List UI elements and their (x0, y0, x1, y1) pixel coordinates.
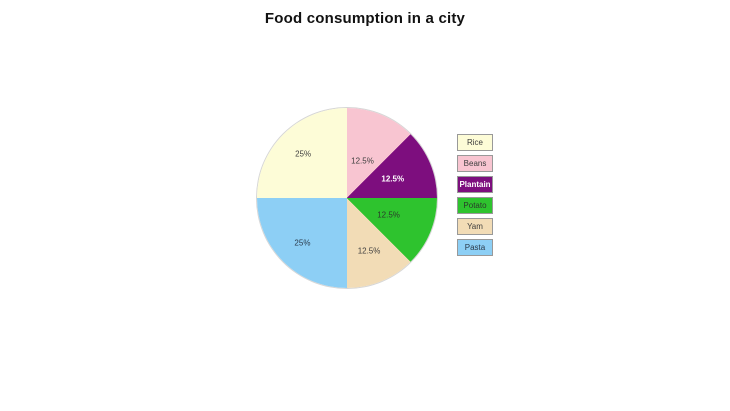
slice-label-plantain: 12.5% (381, 174, 405, 184)
legend-item-beans: Beans (457, 155, 493, 172)
legend-item-yam: Yam (457, 218, 493, 235)
legend-item-potato: Potato (457, 197, 493, 214)
slice-label-rice: 25% (295, 149, 312, 159)
slice-label-pasta: 25% (294, 238, 311, 248)
slice-label-potato: 12.5% (377, 210, 400, 220)
legend-item-rice: Rice (457, 134, 493, 151)
slice-label-beans: 12.5% (351, 156, 374, 166)
legend: Rice Beans Plantain Potato Yam Pasta (457, 134, 493, 256)
chart-title: Food consumption in a city (264, 10, 466, 27)
slice-label-yam: 12.5% (357, 246, 381, 256)
pie (257, 108, 437, 288)
legend-item-pasta: Pasta (457, 239, 493, 256)
legend-item-plantain: Plantain (457, 176, 493, 193)
